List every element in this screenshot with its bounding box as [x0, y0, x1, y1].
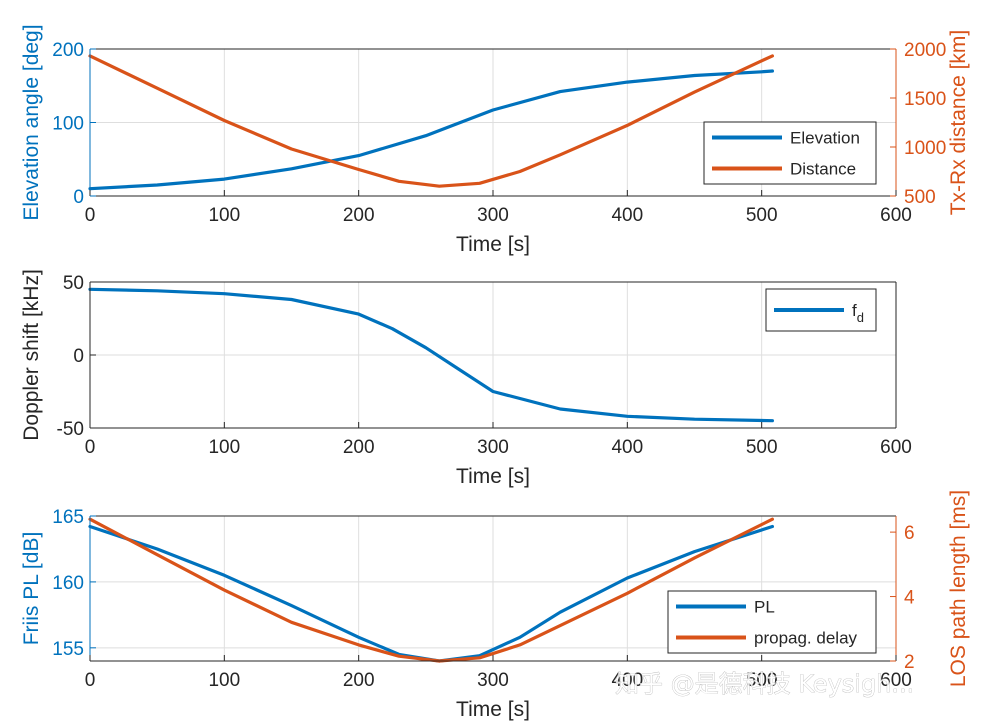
y-axis-label: Doppler shift [kHz]	[20, 269, 43, 441]
x-tick-label: 0	[85, 670, 96, 691]
x-tick-label: 300	[477, 670, 509, 691]
legend-entry-label: Distance	[790, 160, 856, 179]
legend-entry-label: Elevation	[790, 129, 860, 148]
y-axis-label: Elevation angle [deg]	[20, 24, 43, 220]
series-line-distance	[88, 54, 774, 188]
x-axis-label: Time [s]	[456, 233, 530, 256]
x-tick-label: 0	[85, 437, 96, 458]
x-axis-label: Time [s]	[456, 698, 530, 721]
x-tick-label: 0	[85, 205, 96, 226]
y-tick-label: 155	[52, 639, 84, 660]
x-tick-label: 400	[611, 670, 643, 691]
y-tick-label: 50	[63, 273, 84, 294]
y-tick-label: 160	[52, 573, 84, 594]
x-tick-label: 400	[611, 437, 643, 458]
y-right-tick-label: 2	[904, 652, 915, 673]
y-tick-label: 0	[73, 187, 84, 208]
legend-entry-label: fd	[852, 301, 864, 325]
series-line-elevation	[88, 69, 774, 191]
legend-entry-label: propag. delay	[754, 629, 858, 648]
legend-box	[667, 590, 877, 654]
y-right-tick-label: 1000	[904, 138, 946, 159]
y-right-axis-label: Tx-Rx distance [km]	[947, 30, 970, 216]
x-tick-label: 600	[880, 205, 912, 226]
y-right-tick-label: 6	[904, 523, 915, 544]
x-tick-label: 500	[746, 205, 778, 226]
x-tick-label: 100	[208, 205, 240, 226]
y-right-tick-label: 2000	[904, 40, 946, 61]
y-right-tick-label: 4	[904, 588, 915, 609]
legend-entry-label: PL	[754, 598, 775, 617]
legend-box	[703, 121, 877, 185]
watermark: 知乎 @是德科技 Keysigh...	[615, 670, 914, 698]
legend-entry-subscript: d	[857, 310, 864, 325]
y-tick-label: -50	[57, 419, 84, 440]
x-tick-label: 400	[611, 205, 643, 226]
x-tick-label: 200	[343, 437, 375, 458]
x-tick-label: 300	[477, 437, 509, 458]
x-axis-label: Time [s]	[456, 465, 530, 488]
pathloss-delay-chart: 0 100 200 300 400 500 600 155 160 165 2 4 6 Time [s] F…	[20, 490, 970, 721]
y-right-axis-label: LOS path length [ms]	[947, 490, 970, 687]
y-tick-label: 200	[52, 40, 84, 61]
y-tick-label: 165	[52, 507, 84, 528]
y-tick-label: 0	[73, 346, 84, 367]
x-tick-label: 100	[208, 670, 240, 691]
y-right-tick-label: 500	[904, 187, 936, 208]
y-right-tick-label: 1500	[904, 89, 946, 110]
x-tick-label: 600	[880, 670, 912, 691]
x-tick-label: 500	[746, 437, 778, 458]
y-axis-label: Friis PL [dB]	[20, 532, 43, 646]
y-tick-label: 100	[52, 114, 84, 135]
x-tick-label: 300	[477, 205, 509, 226]
x-tick-label: 200	[343, 205, 375, 226]
series-line-f	[88, 287, 774, 423]
x-tick-label: 500	[746, 670, 778, 691]
x-tick-label: 200	[343, 670, 375, 691]
elevation-distance-chart: 0 100 200 300 400 500 600010020050010001500200…	[20, 24, 970, 256]
x-tick-label: 100	[208, 437, 240, 458]
x-tick-label: 600	[880, 437, 912, 458]
